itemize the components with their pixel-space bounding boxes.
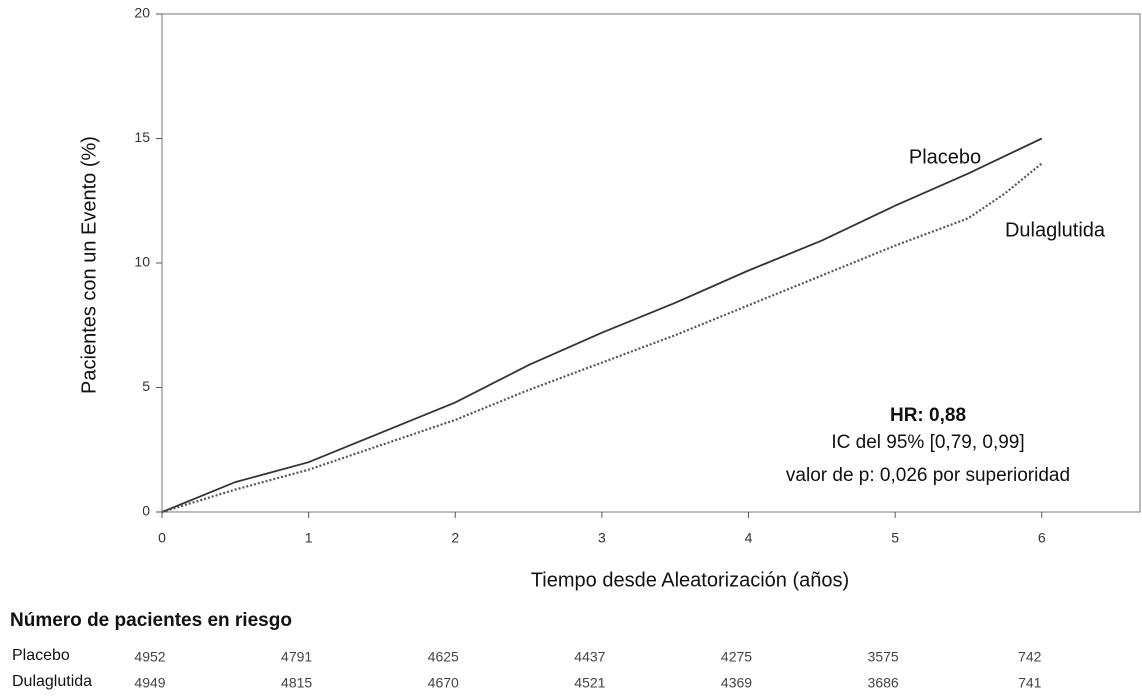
- annotation: valor de p: 0,026 por superioridad: [786, 465, 1070, 486]
- risk-row-name: Placebo: [12, 647, 70, 664]
- x-axis-label: Tiempo desde Aleatorización (años): [531, 569, 849, 591]
- risk-value: 4949: [134, 675, 165, 691]
- risk-value: 4369: [721, 675, 752, 691]
- series-line: [161, 162, 1043, 514]
- x-tick-label: 2: [451, 530, 459, 546]
- risk-value: 4521: [574, 675, 605, 691]
- risk-value: 4952: [134, 649, 165, 665]
- x-tick-label: 4: [745, 530, 753, 546]
- risk-value: 742: [1018, 649, 1042, 665]
- series-line: [161, 137, 1043, 513]
- x-tick-label: 5: [891, 530, 899, 546]
- risk-value: 4815: [281, 675, 312, 691]
- y-axis-label: Pacientes con un Evento (%): [78, 136, 100, 394]
- annotation: HR: 0,88: [890, 405, 966, 426]
- risk-table-title: Número de pacientes en riesgo: [10, 610, 292, 631]
- risk-value: 4670: [428, 675, 459, 691]
- risk-value: 741: [1018, 675, 1042, 691]
- annotation: IC del 95% [0,79, 0,99]: [831, 432, 1024, 453]
- risk-value: 3575: [868, 649, 899, 665]
- risk-row-name: Dulaglutida: [12, 673, 92, 690]
- x-tick-label: 0: [158, 530, 166, 546]
- risk-value: 4437: [574, 649, 605, 665]
- risk-value: 4275: [721, 649, 752, 665]
- x-tick-label: 3: [598, 530, 606, 546]
- risk-value: 3686: [868, 675, 899, 691]
- y-tick-label: 10: [134, 254, 150, 270]
- series-label: Dulaglutida: [1005, 219, 1106, 241]
- y-tick-label: 15: [134, 129, 150, 145]
- y-tick-label: 0: [142, 503, 150, 519]
- series-label: Placebo: [909, 146, 981, 168]
- y-tick-label: 20: [134, 5, 150, 21]
- risk-value: 4625: [428, 649, 459, 665]
- y-tick-label: 5: [142, 378, 150, 394]
- x-tick-label: 6: [1038, 530, 1046, 546]
- x-tick-label: 1: [305, 530, 313, 546]
- risk-value: 4791: [281, 649, 312, 665]
